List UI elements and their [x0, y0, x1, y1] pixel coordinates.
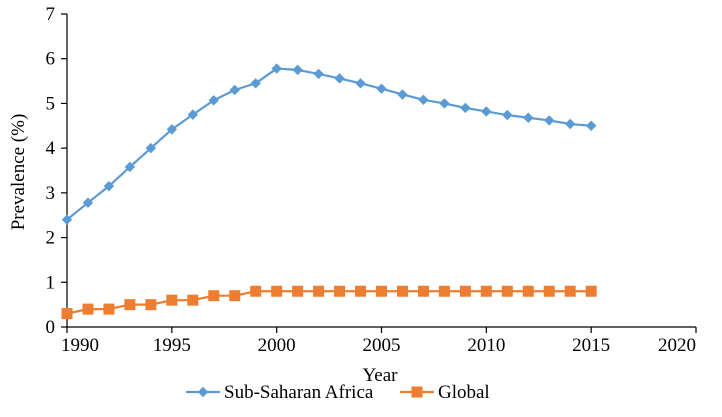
series-sub-saharan-africa [61, 63, 597, 225]
data-point-sub-saharan-africa [61, 214, 73, 225]
data-point-sub-saharan-africa [376, 83, 387, 94]
data-point-sub-saharan-africa [229, 84, 240, 96]
data-point-global [334, 285, 346, 297]
data-point-global [480, 285, 492, 297]
data-point-sub-saharan-africa [418, 94, 429, 106]
data-point-global [522, 285, 534, 297]
data-point-sub-saharan-africa [187, 109, 199, 120]
x-axis-title: Year [362, 365, 398, 386]
data-point-sub-saharan-africa [313, 68, 324, 80]
legend-label: Sub-Saharan Africa [224, 382, 374, 403]
y-tick-label: 4 [46, 138, 56, 159]
x-axis: 1990 1995 2000 2005 2010 2015 2020 [61, 326, 697, 356]
y-tick-label: 1 [46, 272, 56, 293]
data-point-sub-saharan-africa [460, 102, 471, 114]
x-tick-label: 1995 [153, 335, 191, 356]
y-axis-title: Prevalence (%) [8, 114, 29, 231]
data-point-global [355, 285, 367, 297]
data-point-sub-saharan-africa [564, 118, 576, 130]
data-point-sub-saharan-africa [481, 106, 492, 117]
x-tick-label: 1990 [61, 335, 99, 356]
series-global [61, 285, 597, 320]
data-point-sub-saharan-africa [124, 161, 136, 173]
data-point-global [229, 290, 241, 302]
x-tick-label: 2020 [658, 335, 696, 356]
x-tick-label: 2005 [363, 335, 401, 356]
data-point-sub-saharan-africa [397, 89, 408, 100]
data-point-global [459, 285, 471, 297]
y-tick-label: 0 [46, 317, 56, 338]
data-point-sub-saharan-africa [82, 197, 94, 208]
data-point-sub-saharan-africa [103, 180, 115, 192]
data-point-global [250, 285, 262, 297]
y-tick-label: 5 [46, 93, 56, 114]
data-point-sub-saharan-africa [439, 98, 450, 109]
data-point-global [124, 299, 136, 311]
data-point-sub-saharan-africa [145, 142, 157, 154]
data-point-global [166, 294, 178, 306]
data-point-global [376, 285, 387, 297]
y-tick-label: 6 [46, 49, 56, 70]
data-point-sub-saharan-africa [334, 73, 345, 84]
x-tick-label: 2000 [258, 335, 296, 356]
legend-swatch-marker [197, 386, 209, 398]
data-point-global [585, 285, 597, 297]
legend: Sub-Saharan Africa Global [186, 382, 490, 403]
data-point-sub-saharan-africa [271, 63, 282, 74]
legend-label: Global [438, 382, 490, 403]
data-point-global [564, 285, 576, 297]
data-point-global [396, 285, 408, 297]
data-point-sub-saharan-africa [292, 64, 303, 76]
data-point-global [61, 308, 73, 320]
legend-item-sub-saharan-africa: Sub-Saharan Africa [186, 382, 374, 403]
y-axis: 0 1 2 3 4 5 6 7 [46, 4, 68, 338]
legend-item-global: Global [400, 382, 490, 403]
x-tick-label: 2010 [467, 335, 505, 356]
data-point-global [187, 294, 199, 306]
data-point-global [292, 285, 304, 297]
data-point-sub-saharan-africa [502, 109, 513, 121]
x-tick-label: 2015 [572, 335, 610, 356]
data-point-global [82, 303, 94, 315]
series-layer [61, 63, 597, 320]
data-point-global [271, 285, 283, 297]
y-tick-label: 7 [46, 4, 56, 25]
data-point-global [103, 303, 115, 315]
data-point-global [208, 290, 220, 302]
series-line-sub-saharan-africa [66, 67, 592, 221]
y-tick-label: 3 [46, 183, 56, 204]
data-point-global [313, 285, 325, 297]
legend-swatch-marker [411, 386, 423, 398]
data-point-sub-saharan-africa [544, 115, 555, 126]
data-point-global [145, 299, 157, 311]
data-point-sub-saharan-africa [250, 78, 261, 89]
data-point-global [438, 285, 450, 297]
data-point-global [501, 285, 513, 297]
data-point-sub-saharan-africa [585, 120, 597, 131]
data-point-global [417, 285, 429, 297]
y-tick-label: 2 [46, 228, 56, 249]
data-point-sub-saharan-africa [208, 95, 219, 106]
data-point-sub-saharan-africa [355, 78, 366, 89]
data-point-sub-saharan-africa [166, 124, 178, 135]
data-point-global [543, 285, 555, 297]
data-point-sub-saharan-africa [523, 112, 534, 123]
